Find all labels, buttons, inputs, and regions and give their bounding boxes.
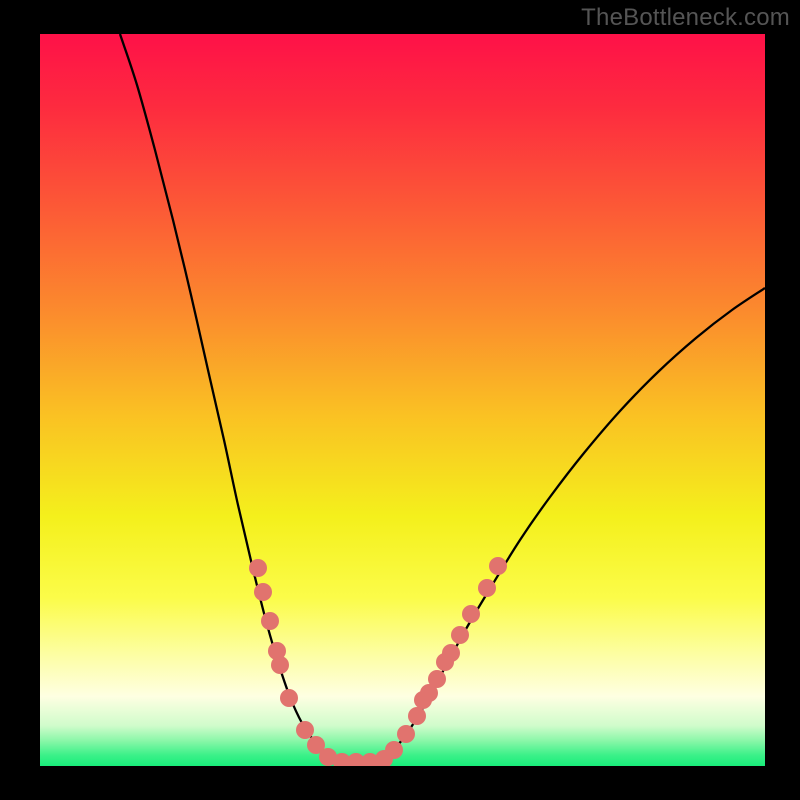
data-marker bbox=[261, 612, 279, 630]
data-marker bbox=[428, 670, 446, 688]
gradient-panel bbox=[40, 34, 765, 766]
data-marker bbox=[462, 605, 480, 623]
data-marker bbox=[249, 559, 267, 577]
data-marker bbox=[451, 626, 469, 644]
data-marker bbox=[296, 721, 314, 739]
data-marker bbox=[385, 741, 403, 759]
data-marker bbox=[254, 583, 272, 601]
chart-stage: TheBottleneck.com bbox=[0, 0, 800, 800]
data-marker bbox=[280, 689, 298, 707]
data-marker bbox=[397, 725, 415, 743]
data-marker bbox=[478, 579, 496, 597]
data-marker bbox=[442, 644, 460, 662]
data-marker bbox=[489, 557, 507, 575]
watermark-label: TheBottleneck.com bbox=[581, 4, 790, 32]
data-marker bbox=[408, 707, 426, 725]
chart-svg bbox=[0, 0, 800, 800]
data-marker bbox=[271, 656, 289, 674]
